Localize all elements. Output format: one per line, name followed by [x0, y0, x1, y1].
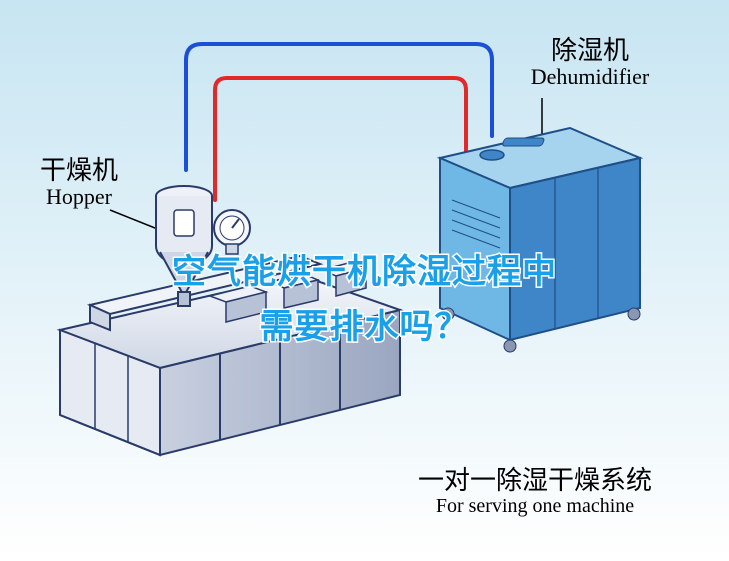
label-system-zh: 一对一除湿干燥系统 [360, 466, 710, 495]
diagram-stage: 除湿机 Dehumidifier 干燥机 Hopper 一对一除湿干燥系统 Fo… [0, 0, 729, 561]
label-hopper-en: Hopper [14, 185, 144, 209]
label-dehumidifier-zh: 除湿机 [480, 36, 700, 65]
label-system: 一对一除湿干燥系统 For serving one machine [360, 466, 710, 517]
label-system-en: For serving one machine [360, 495, 710, 517]
label-dehumidifier-en: Dehumidifier [480, 65, 700, 89]
label-hopper: 干燥机 Hopper [14, 156, 144, 209]
label-dehumidifier: 除湿机 Dehumidifier [480, 36, 700, 89]
label-hopper-zh: 干燥机 [14, 156, 144, 185]
